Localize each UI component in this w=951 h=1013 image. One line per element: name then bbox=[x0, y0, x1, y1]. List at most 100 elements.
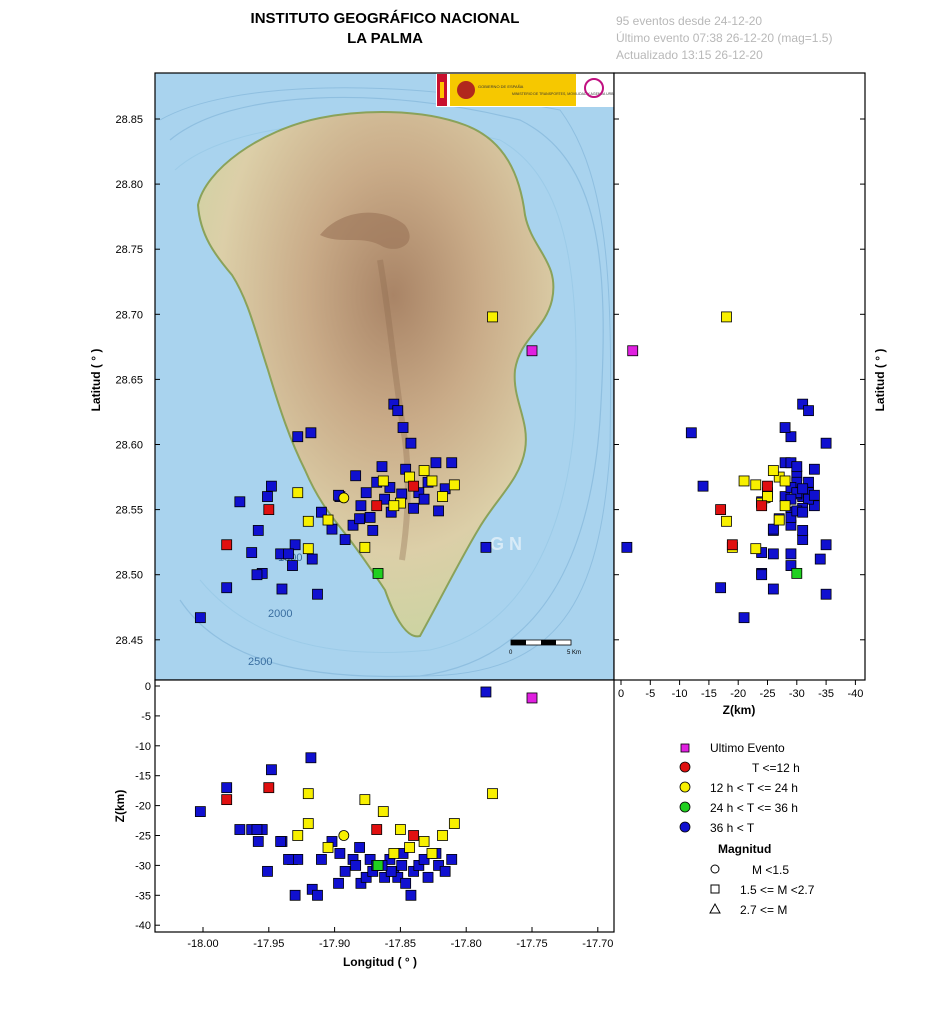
lon-tick-label: -17.75 bbox=[516, 938, 547, 950]
event-marker bbox=[350, 860, 362, 871]
event-marker bbox=[820, 437, 832, 449]
event-marker bbox=[275, 836, 287, 847]
legend-label: 36 h < T bbox=[710, 821, 755, 835]
event-marker bbox=[379, 871, 391, 883]
event-marker bbox=[376, 461, 388, 473]
event-marker bbox=[364, 512, 376, 523]
event-marker bbox=[430, 457, 442, 469]
event-marker bbox=[289, 539, 301, 551]
lat-tick-label: 28.75 bbox=[115, 244, 143, 256]
event-marker bbox=[408, 502, 419, 514]
depth-tick-label: -10 bbox=[135, 741, 151, 753]
legend-swatch-last-event bbox=[680, 743, 690, 753]
event-marker bbox=[385, 865, 397, 877]
event-marker bbox=[354, 842, 366, 853]
event-marker bbox=[302, 515, 314, 527]
event-marker bbox=[791, 567, 803, 579]
event-marker bbox=[283, 854, 294, 865]
event-marker bbox=[750, 479, 762, 491]
event-marker bbox=[487, 311, 498, 323]
event-marker bbox=[377, 806, 389, 817]
event-marker bbox=[448, 818, 460, 829]
event-marker bbox=[396, 488, 408, 500]
event-marker bbox=[767, 465, 779, 476]
depth-tick-label: -20 bbox=[730, 688, 746, 700]
magnitude-triangle-icon bbox=[709, 902, 721, 914]
event-marker bbox=[392, 871, 404, 883]
depth-tick-label: 0 bbox=[145, 681, 151, 693]
lat-tick-label: 28.55 bbox=[115, 505, 143, 517]
cumbre-vieja-ridge bbox=[377, 259, 411, 561]
legend: Ultimo Evento T <=12 h 12 h < T <= 24 h … bbox=[679, 741, 815, 917]
event-marker bbox=[283, 548, 294, 560]
event-marker bbox=[326, 523, 338, 535]
event-marker bbox=[448, 479, 460, 491]
event-marker bbox=[350, 470, 362, 482]
event-marker bbox=[372, 567, 384, 579]
event-marker bbox=[418, 493, 430, 505]
event-marker bbox=[779, 422, 791, 433]
legend-swatch-24h bbox=[679, 781, 691, 793]
event-marker bbox=[437, 830, 448, 841]
event-marker bbox=[808, 500, 820, 512]
event-marker bbox=[312, 588, 323, 600]
contour-label: 2000 bbox=[268, 608, 292, 620]
event-marker bbox=[388, 500, 400, 512]
contour-label: 2500 bbox=[248, 656, 272, 668]
event-marker bbox=[292, 854, 304, 865]
event-marker bbox=[426, 475, 438, 487]
event-marker bbox=[405, 889, 417, 901]
event-marker bbox=[360, 487, 372, 499]
event-marker bbox=[779, 500, 791, 512]
event-marker bbox=[480, 686, 492, 698]
magnitude-title: Magnitud bbox=[718, 842, 771, 856]
depth-lon-event-markers bbox=[194, 686, 538, 901]
event-marker bbox=[627, 345, 639, 357]
event-marker bbox=[379, 493, 391, 505]
scale-right-label: 5 Km bbox=[567, 650, 581, 656]
event-marker bbox=[397, 422, 409, 433]
event-marker bbox=[339, 865, 351, 877]
legend-label: Ultimo Evento bbox=[710, 741, 785, 755]
event-marker bbox=[803, 476, 814, 488]
magnitude-label: 2.7 <= M bbox=[740, 903, 787, 917]
depth-tick-label: -5 bbox=[141, 711, 151, 723]
event-marker bbox=[371, 824, 383, 835]
event-marker bbox=[785, 431, 797, 443]
event-marker bbox=[266, 480, 277, 492]
page-title: INSTITUTO GEOGRÁFICO NACIONAL bbox=[250, 10, 520, 27]
event-marker bbox=[312, 889, 323, 901]
event-marker bbox=[785, 493, 797, 505]
event-marker bbox=[437, 491, 448, 502]
event-marker bbox=[221, 539, 233, 551]
event-marker bbox=[715, 582, 727, 594]
lat-tick-label: 28.80 bbox=[115, 179, 143, 191]
event-marker bbox=[721, 311, 732, 323]
lat-tick-label: 28.65 bbox=[115, 374, 143, 386]
event-marker bbox=[221, 782, 233, 794]
event-marker bbox=[354, 513, 366, 525]
event-marker bbox=[263, 782, 275, 794]
event-marker bbox=[333, 877, 344, 889]
depth-tick-label: -15 bbox=[701, 688, 717, 700]
event-marker bbox=[394, 824, 406, 835]
event-marker bbox=[404, 471, 416, 483]
event-marker bbox=[422, 871, 434, 883]
lon-tick-label: -17.85 bbox=[385, 938, 416, 950]
bathymetry-contour bbox=[159, 87, 612, 677]
event-marker bbox=[756, 569, 768, 581]
legend-label: 24 h < T <= 36 h bbox=[710, 801, 798, 815]
event-marker bbox=[371, 500, 383, 512]
magnitude-label: M <1.5 bbox=[752, 863, 789, 877]
event-marker bbox=[384, 482, 396, 493]
event-marker bbox=[697, 480, 709, 492]
event-marker bbox=[338, 492, 350, 504]
event-marker bbox=[306, 553, 318, 565]
event-marker bbox=[252, 525, 264, 536]
event-marker bbox=[785, 512, 797, 523]
lat-tick-label: 28.50 bbox=[115, 570, 143, 582]
event-marker bbox=[797, 525, 809, 536]
depth-latitude-panel bbox=[613, 72, 866, 681]
logo-text: MINISTERIO DE TRANSPORTES, MOVILIDAD Y A… bbox=[512, 92, 621, 96]
depth-lat-x-axis-label: Z(km) bbox=[723, 703, 756, 717]
